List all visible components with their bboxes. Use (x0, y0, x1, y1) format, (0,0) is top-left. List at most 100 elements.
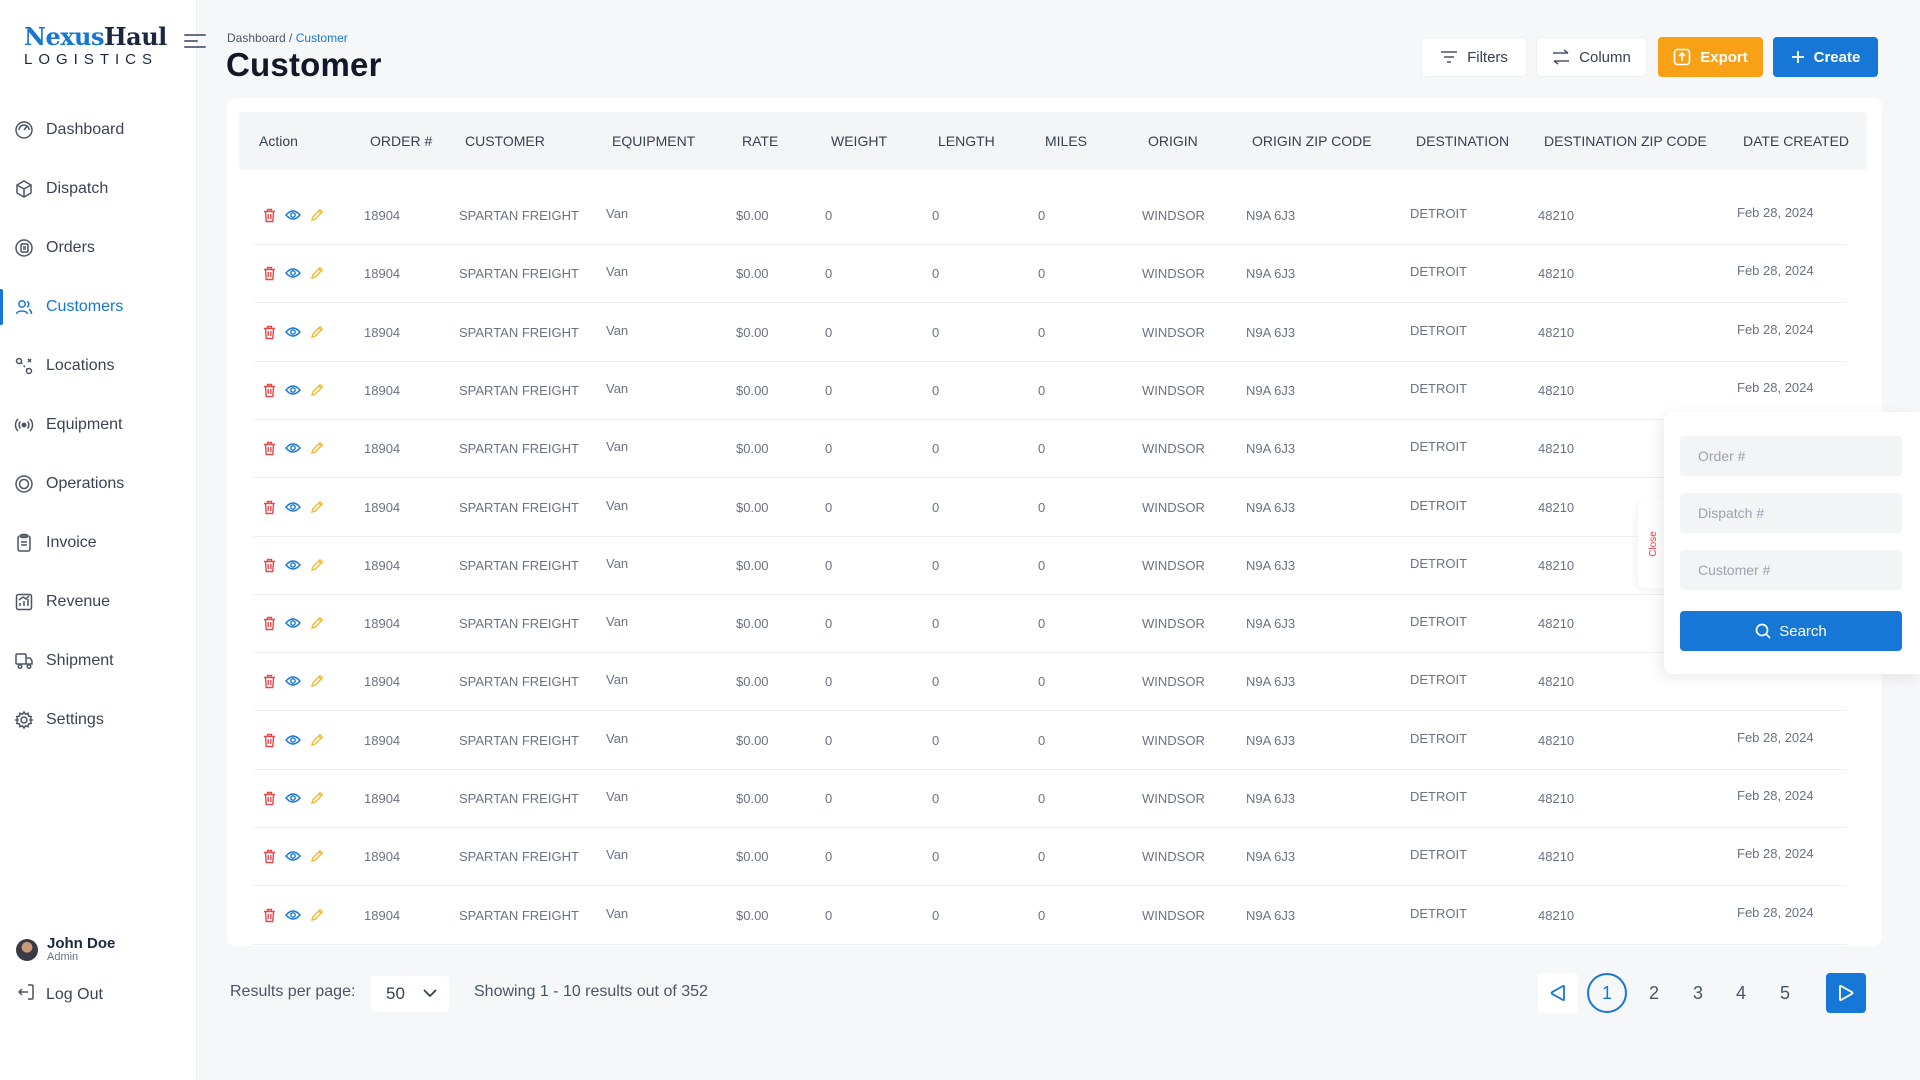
next-page-button[interactable] (1826, 973, 1866, 1013)
table-row[interactable]: 18904 SPARTAN FREIGHT Van $0.00 0 0 0 WINDSOR N9… (253, 362, 1847, 420)
eye-icon[interactable] (285, 207, 301, 223)
close-panel-tab[interactable]: Close (1638, 500, 1668, 588)
header-equipment[interactable]: EQUIPMENT (612, 133, 696, 149)
sidebar-item-equipment[interactable]: Equipment (0, 395, 197, 454)
eye-icon[interactable] (285, 615, 301, 631)
length: 0 (932, 674, 940, 689)
export-button[interactable]: Export (1658, 37, 1763, 77)
header-destination[interactable]: DESTINATION (1416, 133, 1510, 149)
create-button[interactable]: Create (1773, 37, 1878, 77)
sidebar-item-customers[interactable]: Customers (0, 277, 197, 336)
eye-icon[interactable] (285, 265, 301, 281)
trash-icon[interactable] (261, 790, 277, 806)
results-per-page-select[interactable]: 50 (371, 976, 449, 1012)
sidebar-item-dashboard[interactable]: Dashboard (0, 100, 197, 159)
table-row[interactable]: 18904 SPARTAN FREIGHT Van $0.00 0 0 0 WINDSOR N9… (253, 653, 1847, 711)
logout-button[interactable]: Log Out (16, 982, 103, 1007)
eye-icon[interactable] (285, 732, 301, 748)
customer-number-input[interactable] (1680, 550, 1902, 590)
eye-icon[interactable] (285, 907, 301, 923)
trash-icon[interactable] (261, 440, 277, 456)
trash-icon[interactable] (261, 907, 277, 923)
menu-toggle-icon[interactable] (184, 32, 206, 50)
sidebar-item-operations[interactable]: Operations (0, 454, 197, 513)
dispatch-number-input[interactable] (1680, 493, 1902, 533)
sidebar-item-dispatch[interactable]: Dispatch (0, 159, 197, 218)
eye-icon[interactable] (285, 499, 301, 515)
trash-icon[interactable] (261, 265, 277, 281)
table-row[interactable]: 18904 SPARTAN FREIGHT Van $0.00 0 0 0 WINDSOR N9… (253, 712, 1847, 770)
pencil-icon[interactable] (309, 790, 325, 806)
table-row[interactable]: 18904 SPARTAN FREIGHT Van $0.00 0 0 0 WINDSOR N9… (253, 245, 1847, 303)
header-origin[interactable]: ORIGIN (1148, 133, 1198, 149)
header-weight[interactable]: WEIGHT (831, 133, 887, 149)
trash-icon[interactable] (261, 382, 277, 398)
eye-icon[interactable] (285, 440, 301, 456)
pencil-icon[interactable] (309, 848, 325, 864)
search-button[interactable]: Search (1680, 611, 1902, 651)
table-row[interactable]: 18904 SPARTAN FREIGHT Van $0.00 0 0 0 WINDSOR N9… (253, 537, 1847, 595)
eye-icon[interactable] (285, 557, 301, 573)
table-row[interactable]: 18904 SPARTAN FREIGHT Van $0.00 0 0 0 WINDSOR N9… (253, 770, 1847, 828)
trash-icon[interactable] (261, 673, 277, 689)
filters-button[interactable]: Filters (1421, 37, 1527, 77)
table-row[interactable]: 18904 SPARTAN FREIGHT Van $0.00 0 0 0 WINDSOR N9… (253, 187, 1847, 245)
eye-icon[interactable] (285, 790, 301, 806)
table-row[interactable]: 18904 SPARTAN FREIGHT Van $0.00 0 0 0 WINDSOR N9… (253, 828, 1847, 886)
order-number-input[interactable] (1680, 436, 1902, 476)
pencil-icon[interactable] (309, 673, 325, 689)
table-row[interactable]: 18904 SPARTAN FREIGHT Van $0.00 0 0 0 WINDSOR N9… (253, 887, 1847, 945)
sidebar-item-invoice[interactable]: Invoice (0, 513, 197, 572)
sidebar-item-settings[interactable]: Settings (0, 690, 197, 749)
trash-icon[interactable] (261, 324, 277, 340)
brand-logo[interactable]: NexusHaul LOGISTICS (24, 24, 167, 68)
table-row[interactable]: 18904 SPARTAN FREIGHT Van $0.00 0 0 0 WINDSOR N9… (253, 304, 1847, 362)
table-row[interactable]: 18904 SPARTAN FREIGHT Van $0.00 0 0 0 WINDSOR N9… (253, 420, 1847, 478)
sidebar-item-revenue[interactable]: Revenue (0, 572, 197, 631)
sidebar-item-shipment[interactable]: Shipment (0, 631, 197, 690)
sidebar-item-locations[interactable]: Locations (0, 336, 197, 395)
trash-icon[interactable] (261, 207, 277, 223)
table-row[interactable]: 18904 SPARTAN FREIGHT Van $0.00 0 0 0 WINDSOR N9… (253, 479, 1847, 537)
header-order-number[interactable]: ORDER # (370, 133, 433, 149)
header-miles[interactable]: MILES (1045, 133, 1088, 149)
header-action[interactable]: Action (259, 133, 298, 149)
pencil-icon[interactable] (309, 324, 325, 340)
sidebar-item-orders[interactable]: Orders (0, 218, 197, 277)
header-date-created[interactable]: DATE CREATED (1743, 133, 1850, 149)
column-button[interactable]: Column (1536, 37, 1647, 77)
pencil-icon[interactable] (309, 732, 325, 748)
eye-icon[interactable] (285, 382, 301, 398)
pencil-icon[interactable] (309, 557, 325, 573)
header-origin-zip[interactable]: ORIGIN ZIP CODE (1252, 133, 1372, 149)
eye-icon[interactable] (285, 673, 301, 689)
eye-icon[interactable] (285, 324, 301, 340)
pencil-icon[interactable] (309, 440, 325, 456)
trash-icon[interactable] (261, 499, 277, 515)
table-row[interactable]: 18904 SPARTAN FREIGHT Van $0.00 0 0 0 WINDSOR N9… (253, 595, 1847, 653)
previous-page-button[interactable] (1538, 973, 1578, 1013)
header-customer[interactable]: CUSTOMER (465, 133, 545, 149)
header-length[interactable]: LENGTH (938, 133, 995, 149)
eye-icon[interactable] (285, 848, 301, 864)
pencil-icon[interactable] (309, 382, 325, 398)
pencil-icon[interactable] (309, 907, 325, 923)
pencil-icon[interactable] (309, 207, 325, 223)
page-4-button[interactable]: 4 (1735, 982, 1746, 1003)
header-destination-zip[interactable]: DESTINATION ZIP CODE (1544, 133, 1707, 149)
page-5-button[interactable]: 5 (1779, 982, 1790, 1003)
page-2-button[interactable]: 2 (1648, 982, 1659, 1003)
user-profile[interactable]: John Doe Admin (16, 936, 115, 963)
page-1-button[interactable]: 1 (1587, 973, 1627, 1013)
pencil-icon[interactable] (309, 615, 325, 631)
pencil-icon[interactable] (309, 265, 325, 281)
trash-icon[interactable] (261, 848, 277, 864)
pencil-icon[interactable] (309, 499, 325, 515)
rate: $0.00 (736, 383, 769, 398)
trash-icon[interactable] (261, 615, 277, 631)
page-3-button[interactable]: 3 (1692, 982, 1703, 1003)
breadcrumb-root[interactable]: Dashboard (227, 31, 286, 45)
header-rate[interactable]: RATE (742, 133, 779, 149)
trash-icon[interactable] (261, 732, 277, 748)
trash-icon[interactable] (261, 557, 277, 573)
